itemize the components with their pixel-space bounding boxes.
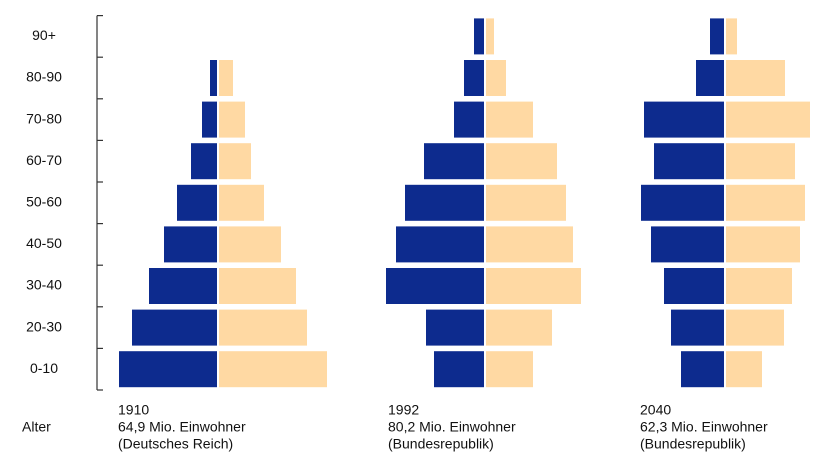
- bar-left: [464, 60, 484, 96]
- x-label: Alter: [22, 419, 51, 435]
- bar-right: [726, 143, 795, 180]
- bar-left: [681, 351, 724, 388]
- bar-left: [651, 226, 724, 263]
- bar-left: [671, 309, 724, 346]
- bar-left: [405, 184, 484, 221]
- bar-left: [164, 226, 217, 263]
- bar-right: [726, 226, 800, 263]
- bar-left: [386, 268, 484, 304]
- bar-left: [149, 268, 217, 304]
- bar-right: [726, 184, 805, 221]
- caption: 64,9 Mio. Einwohner: [118, 419, 246, 435]
- bar-right: [486, 18, 494, 55]
- caption: 1910: [118, 402, 149, 418]
- bar-right: [219, 351, 327, 388]
- bar-right: [486, 309, 552, 346]
- bar-left: [396, 226, 484, 263]
- bar-left: [132, 309, 217, 346]
- y-tick-label: 70-80: [26, 110, 62, 126]
- caption: (Bundesrepublik): [640, 436, 746, 452]
- bar-right: [219, 101, 245, 138]
- y-tick-label: 80-90: [26, 69, 62, 85]
- bar-left: [426, 309, 484, 346]
- bar-right: [486, 226, 573, 263]
- y-tick-label: 40-50: [26, 235, 62, 251]
- bar-right: [726, 18, 737, 55]
- bar-right: [219, 309, 307, 346]
- caption: 62,3 Mio. Einwohner: [640, 419, 768, 435]
- y-tick-label: 60-70: [26, 152, 62, 168]
- y-tick-label: 50-60: [26, 194, 62, 210]
- y-tick-label: 20-30: [26, 318, 62, 334]
- bar-left: [177, 184, 217, 221]
- bar-right: [726, 268, 792, 304]
- y-tick-label: 90+: [32, 27, 56, 43]
- bar-right: [726, 101, 810, 138]
- caption: (Deutsches Reich): [118, 436, 233, 452]
- bar-right: [486, 351, 533, 388]
- y-tick-label: 0-10: [30, 360, 58, 376]
- bar-left: [664, 268, 724, 304]
- bar-left: [654, 143, 724, 180]
- bar-right: [486, 184, 566, 221]
- bar-left: [474, 18, 484, 55]
- bar-right: [486, 268, 581, 304]
- bar-left: [696, 60, 724, 96]
- bar-left: [710, 18, 724, 55]
- bar-right: [726, 60, 785, 96]
- y-tick-label: 30-40: [26, 277, 62, 293]
- bar-right: [219, 143, 251, 180]
- bar-left: [424, 143, 484, 180]
- bar-left: [641, 184, 724, 221]
- bar-right: [219, 268, 296, 304]
- caption: 2040: [640, 402, 671, 418]
- bar-right: [486, 101, 533, 138]
- bar-right: [726, 309, 784, 346]
- bar-right: [219, 226, 281, 263]
- caption: 80,2 Mio. Einwohner: [388, 419, 516, 435]
- caption: 1992: [388, 402, 419, 418]
- bar-left: [434, 351, 484, 388]
- bar-left: [210, 60, 217, 96]
- bar-left: [191, 143, 217, 180]
- bar-right: [486, 60, 506, 96]
- bar-left: [119, 351, 217, 388]
- bar-right: [486, 143, 557, 180]
- bar-left: [644, 101, 724, 138]
- bar-left: [202, 101, 217, 138]
- bar-right: [219, 184, 264, 221]
- bar-right: [219, 60, 233, 96]
- caption: (Bundesrepublik): [388, 436, 494, 452]
- bar-right: [726, 351, 762, 388]
- bar-left: [454, 101, 484, 138]
